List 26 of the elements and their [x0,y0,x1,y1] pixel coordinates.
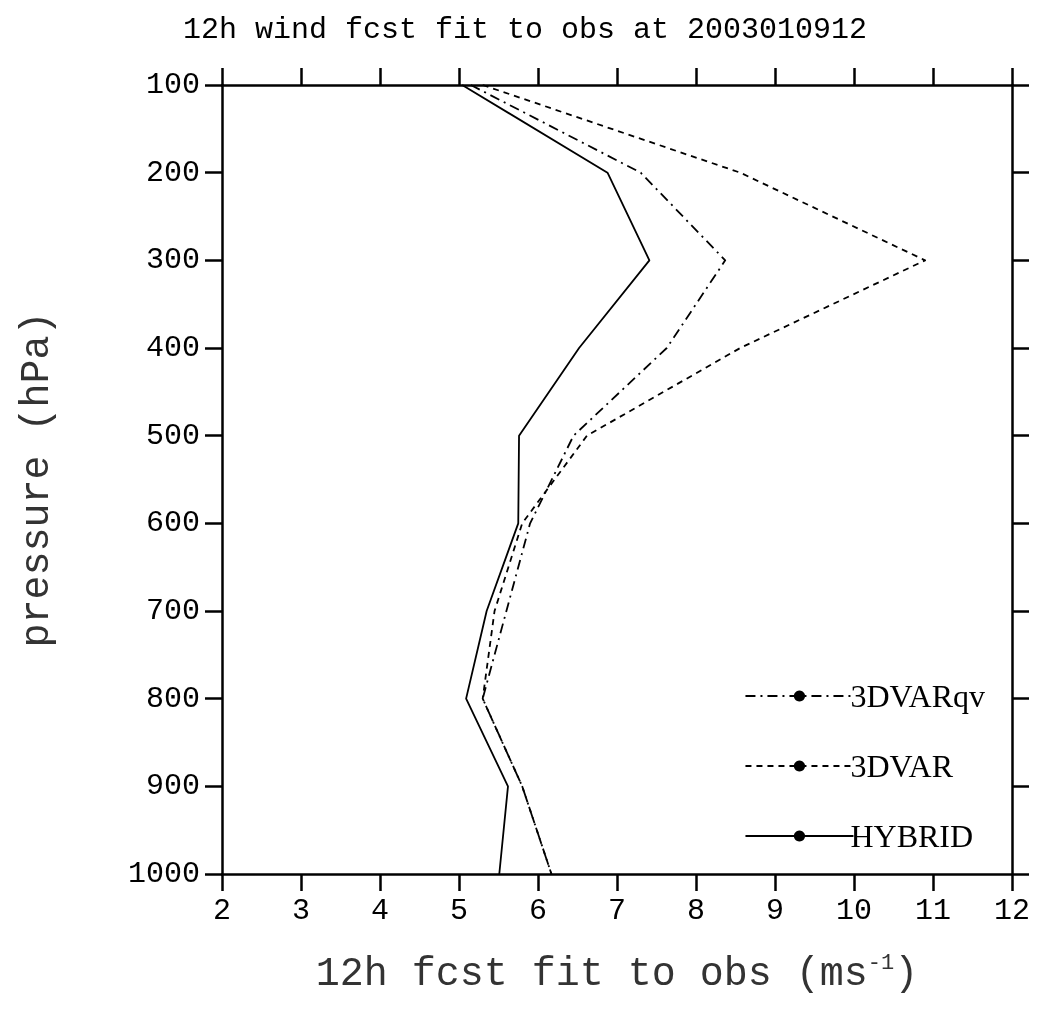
x-tick-label: 2 [212,894,232,928]
chart-title: 12h wind fcst fit to obs at 2003010912 [182,13,868,47]
y-tick-label: 300 [145,243,200,278]
y-tick-label: 700 [145,594,200,628]
x-tick-label: 3 [291,894,311,928]
y-tick-label: 900 [145,769,200,804]
y-axis-title: pressure (hPa) [14,311,60,648]
legend-label: HYBRID [850,818,974,854]
x-tick-label: 4 [370,894,390,928]
x-tick-label: 7 [607,894,627,928]
legend-label: 3DVAR [850,748,954,784]
y-tick-label: 400 [145,331,200,365]
legend-label: 3DVARqv [850,678,985,714]
x-tick-label: 11 [914,894,952,928]
y-tick-label: 500 [145,418,200,453]
y-tick-label: 100 [145,68,200,102]
x-tick-label: 5 [449,894,469,928]
x-tick-label: 12 [993,894,1031,928]
x-tick-label: 10 [835,894,873,928]
x-tick-label: 6 [528,894,548,928]
x-tick-label: 9 [765,894,785,928]
y-tick-label: 1000 [127,857,200,891]
y-tick-label: 200 [145,155,200,190]
y-tick-label: 800 [145,681,200,716]
y-tick-label: 600 [145,506,200,541]
x-tick-label: 8 [686,894,706,928]
